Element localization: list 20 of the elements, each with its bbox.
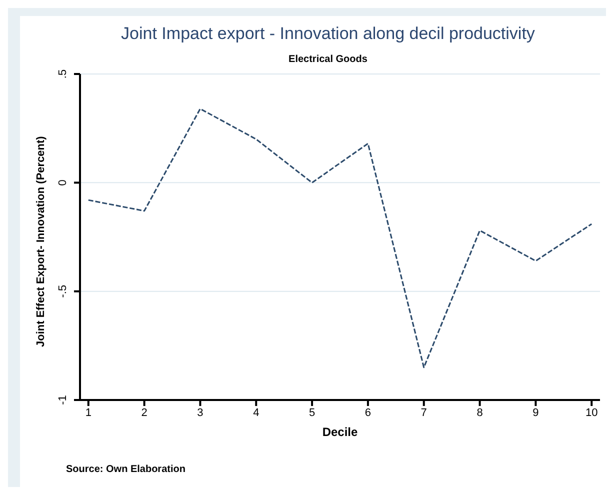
x-axis-title: Decile: [322, 425, 358, 439]
y-tick-label: -.5: [57, 284, 69, 298]
x-tick-label: 7: [420, 406, 427, 419]
x-tick-label: 9: [532, 406, 539, 419]
x-tick-label: 1: [85, 406, 92, 419]
source-note: Source: Own Elaboration: [66, 464, 186, 475]
chart-subtitle: Electrical Goods: [288, 54, 368, 65]
x-tick-label: 8: [476, 406, 483, 419]
x-tick-label: 3: [197, 406, 204, 419]
x-tick-label: 10: [585, 406, 598, 419]
x-tick-label: 4: [253, 406, 260, 419]
y-tick-label: -1: [57, 395, 69, 405]
y-tick-label: .5: [57, 69, 69, 79]
x-tick-label: 2: [141, 406, 148, 419]
line-series: [88, 108, 592, 368]
y-axis-title: Joint Effect Export- Innovation (Percent): [34, 136, 47, 347]
x-tick-label: 5: [308, 406, 316, 419]
chart-title: Joint Impact export - Innovation along decil productivity: [120, 24, 536, 44]
y-tick-label: 0: [57, 180, 69, 186]
x-tick-label: 6: [364, 406, 372, 419]
